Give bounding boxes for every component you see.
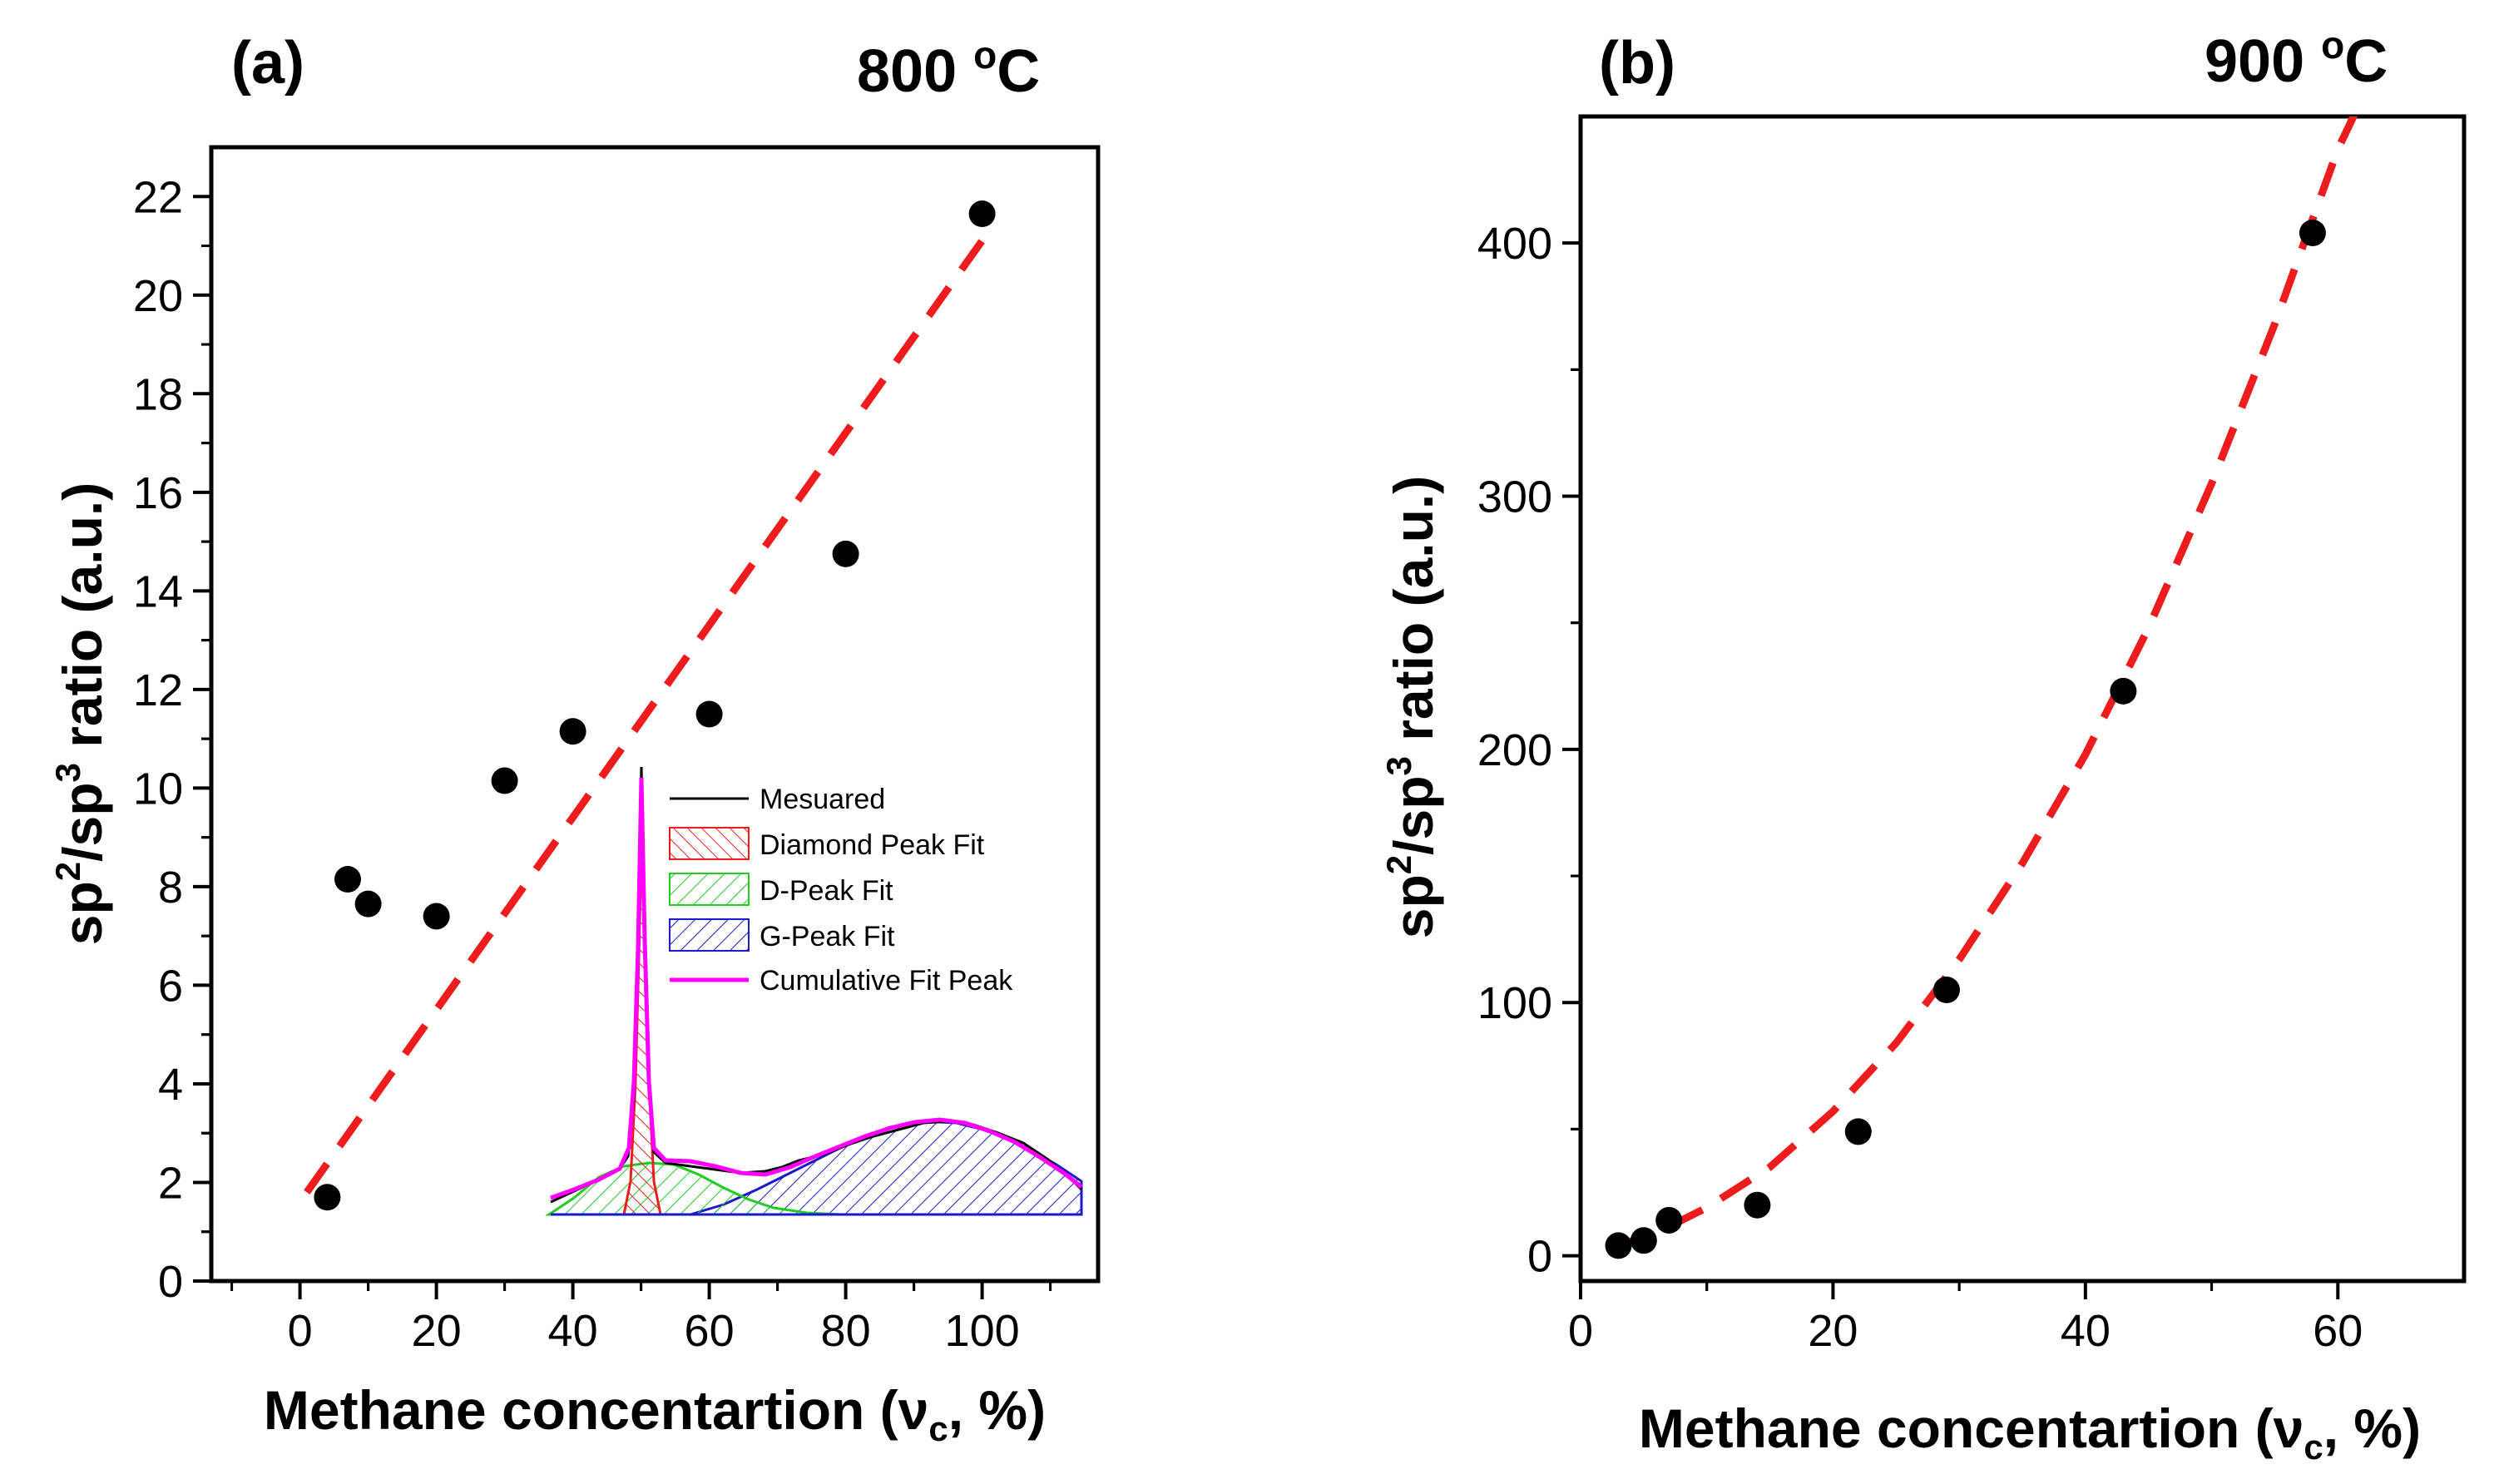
- panel-b-x-axis-label: Methane concentartion (νc, %): [1639, 1397, 2421, 1467]
- panel-a-y-tick-label: 20: [133, 271, 183, 321]
- legend-diamond-swatch: [669, 827, 750, 860]
- panel-b-fit-layer: [1617, 116, 2358, 1249]
- panel-b: (b) 900 oC 0 20 40 60 0 100 200 300 400 Methane …: [1379, 23, 2467, 1467]
- panel-a-y-tick-label: 12: [133, 665, 183, 715]
- legend-g-peak-label: G-Peak Fit: [760, 921, 895, 952]
- panel-a-title-tail: C: [997, 38, 1040, 105]
- panel-a-ylabel-tail: ratio (a.u.): [52, 482, 113, 763]
- panel-b-x-tick-label: 0: [1568, 1306, 1593, 1356]
- panel-a-title: 800 oC: [857, 33, 1040, 105]
- panel-a-y-tick-label: 0: [158, 1257, 183, 1307]
- panel-a-fit-layer: [304, 229, 992, 1195]
- panel-a-y-tick-label: 6: [158, 961, 183, 1011]
- panel-a-data-point: [559, 718, 586, 745]
- panel-b-title-tail: C: [2344, 28, 2388, 95]
- panel-a-ylabel-sup1: 2: [48, 862, 87, 881]
- legend-measured-label: Mesuared: [760, 784, 885, 815]
- panel-a-data-point: [354, 890, 382, 918]
- legend-g-peak-swatch: [669, 918, 750, 952]
- panel-a-fit-line: [304, 229, 992, 1195]
- panel-b-x-tick-label: 40: [2061, 1306, 2111, 1356]
- panel-a-label: (a): [231, 30, 304, 96]
- panel-a-ylabel-sp2: /sp: [52, 782, 113, 861]
- panel-b-xlabel-main: Methane concentartion (ν: [1639, 1397, 2304, 1459]
- panel-b-y-tick-label: 0: [1527, 1232, 1552, 1282]
- panel-a-data-point: [832, 540, 859, 567]
- panel-b-ylabel-tail: ratio (a.u.): [1383, 476, 1444, 756]
- panel-a-axes: 0 20 40 60 80 100 0 2 4 6 8 10 12 14 16 18 20 22: [133, 172, 1052, 1356]
- panel-a-points-layer: [314, 200, 996, 1211]
- panel-a-plot-frame: [209, 145, 1101, 1284]
- panel-b-ylabel-sp1: sp: [1383, 874, 1444, 938]
- panel-b-plot-frame: [1578, 114, 2467, 1284]
- panel-a-x-tick-label: 80: [821, 1306, 871, 1356]
- cumulative-fit-line: [550, 777, 1083, 1200]
- panel-b-xlabel-sub: c: [2304, 1427, 2323, 1467]
- panel-b-y-tick-label: 300: [1477, 472, 1552, 522]
- panel-b-xlabel-tail: , %): [2323, 1397, 2421, 1459]
- panel-b-data-point: [2110, 677, 2137, 705]
- panel-a-title-sup: o: [973, 33, 997, 77]
- panel-b-y-tick-label: 200: [1477, 725, 1552, 775]
- panel-a-x-axis-label: Methane concentartion (νc, %): [264, 1379, 1046, 1448]
- panel-b-title-sup: o: [2321, 23, 2344, 67]
- panel-a-title-main: 800: [857, 38, 973, 105]
- panel-a-y-tick-label: 14: [133, 566, 183, 616]
- panel-b-ylabel-sup2: 3: [1379, 756, 1418, 775]
- legend-d-peak-swatch: [669, 873, 750, 906]
- panel-a-y-axis-label: sp2/sp3 ratio (a.u.): [48, 482, 113, 945]
- panel-b-ylabel-sp2: /sp: [1383, 775, 1444, 854]
- legend-diamond-label: Diamond Peak Fit: [760, 829, 985, 861]
- panel-a-xlabel-tail: , %): [948, 1379, 1046, 1441]
- panel-b-ylabel-sup1: 2: [1379, 855, 1418, 874]
- panel-a-y-tick-label: 16: [133, 468, 183, 518]
- panel-b-title: 900 oC: [2205, 23, 2388, 95]
- panel-a-data-point: [695, 700, 723, 728]
- panel-b-y-tick-label: 100: [1477, 978, 1552, 1028]
- legend-cumulative-label: Cumulative Fit Peak: [760, 965, 1013, 997]
- panel-a-data-point: [968, 200, 996, 228]
- panel-a-y-tick-label: 22: [133, 172, 183, 222]
- panel-b-data-point: [1932, 977, 1960, 1003]
- panel-a-y-tick-label: 8: [158, 863, 183, 913]
- panel-a-xlabel-sub: c: [928, 1409, 948, 1448]
- panel-a-y-tick-label: 2: [158, 1158, 183, 1208]
- panel-a-x-tick-label: 20: [412, 1306, 462, 1356]
- panel-b-data-point: [1744, 1191, 1771, 1219]
- panel-a-data-point: [314, 1184, 341, 1211]
- panel-a-y-tick-label: 4: [158, 1060, 183, 1110]
- panel-b-title-main: 900: [2205, 28, 2321, 95]
- panel-b-data-point: [1605, 1232, 1632, 1259]
- panel-a-xlabel-main: Methane concentartion (ν: [264, 1379, 928, 1441]
- panel-b-x-tick-label: 20: [1808, 1306, 1858, 1356]
- panel-b-data-point: [1630, 1227, 1657, 1254]
- panel-b-fit-line: [1617, 116, 2358, 1249]
- panel-a-data-point: [334, 866, 361, 893]
- panel-a-y-tick-label: 18: [133, 369, 183, 419]
- d-peak-fit-area: [545, 1161, 841, 1216]
- panel-a: (a) 800 oC 0 20 40 60 80 10002468101214161820…: [48, 30, 1101, 1448]
- panel-b-y-tick-label: 400: [1477, 219, 1552, 269]
- panel-a-data-point: [423, 903, 450, 930]
- inset-raman-spectrum: [545, 766, 1083, 1216]
- panel-b-data-point: [1655, 1206, 1683, 1234]
- inset-legend: Mesuared Diamond Peak Fit D-Peak Fit G-P…: [669, 784, 1013, 997]
- panel-a-x-tick-label: 0: [288, 1306, 313, 1356]
- panel-a-ylabel-sup2: 3: [48, 763, 87, 782]
- panel-b-y-axis-label: sp2/sp3 ratio (a.u.): [1379, 476, 1444, 938]
- panel-a-ylabel-sp1: sp: [52, 881, 113, 945]
- panel-a-data-point: [491, 767, 518, 794]
- panel-a-x-tick-label: 100: [945, 1306, 1020, 1356]
- panel-b-data-point: [1844, 1118, 1872, 1145]
- panel-a-y-tick-label: 10: [133, 764, 183, 814]
- panel-b-x-tick-label: 60: [2313, 1306, 2363, 1356]
- panel-a-x-tick-label: 40: [548, 1306, 598, 1356]
- panel-b-points-layer: [1605, 220, 2326, 1259]
- legend-d-peak-label: D-Peak Fit: [760, 875, 893, 907]
- panel-b-data-point: [2299, 220, 2326, 246]
- panel-b-label: (b): [1599, 30, 1675, 96]
- panel-a-x-tick-label: 60: [685, 1306, 735, 1356]
- panel-b-axes: 0 20 40 60 0 100 200 300 400: [1477, 219, 2363, 1356]
